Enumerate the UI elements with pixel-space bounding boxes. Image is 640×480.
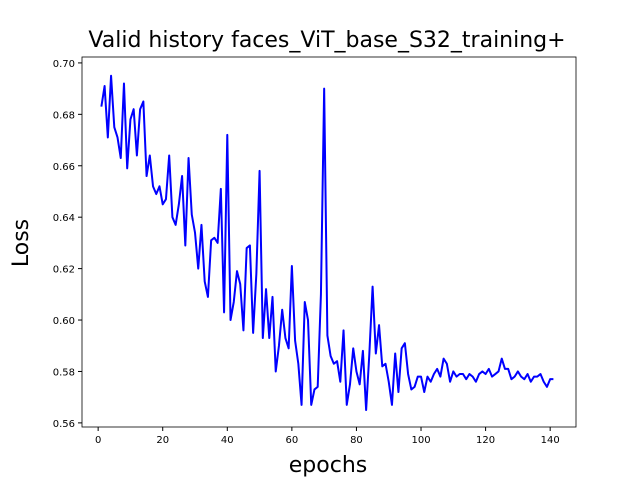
- y-tick-label: 0.60: [53, 316, 75, 327]
- x-axis-label: epochs: [289, 453, 367, 478]
- y-tick-label: 0.56: [53, 419, 75, 430]
- x-tick-label: 60: [286, 435, 299, 446]
- y-tick-label: 0.70: [53, 59, 75, 70]
- data-line: [100, 74, 554, 412]
- x-tick-label: 40: [221, 435, 234, 446]
- plot-frame: [81, 56, 577, 428]
- y-tick-label: 0.64: [53, 213, 75, 224]
- y-tick-label: 0.62: [53, 265, 75, 276]
- x-tick-label: 100: [411, 435, 430, 446]
- y-tick-label: 0.66: [53, 162, 75, 173]
- y-axis-label: Loss: [9, 219, 34, 267]
- y-tick-label: 0.68: [53, 110, 75, 121]
- y-tick-label: 0.58: [53, 367, 75, 378]
- chart-title: Valid history faces_ViT_base_S32_trainin…: [88, 28, 565, 53]
- x-tick-label: 20: [156, 435, 169, 446]
- x-tick-label: 80: [350, 435, 363, 446]
- x-tick-label: 120: [476, 435, 495, 446]
- x-tick-label: 0: [95, 435, 101, 446]
- x-tick-label: 140: [541, 435, 560, 446]
